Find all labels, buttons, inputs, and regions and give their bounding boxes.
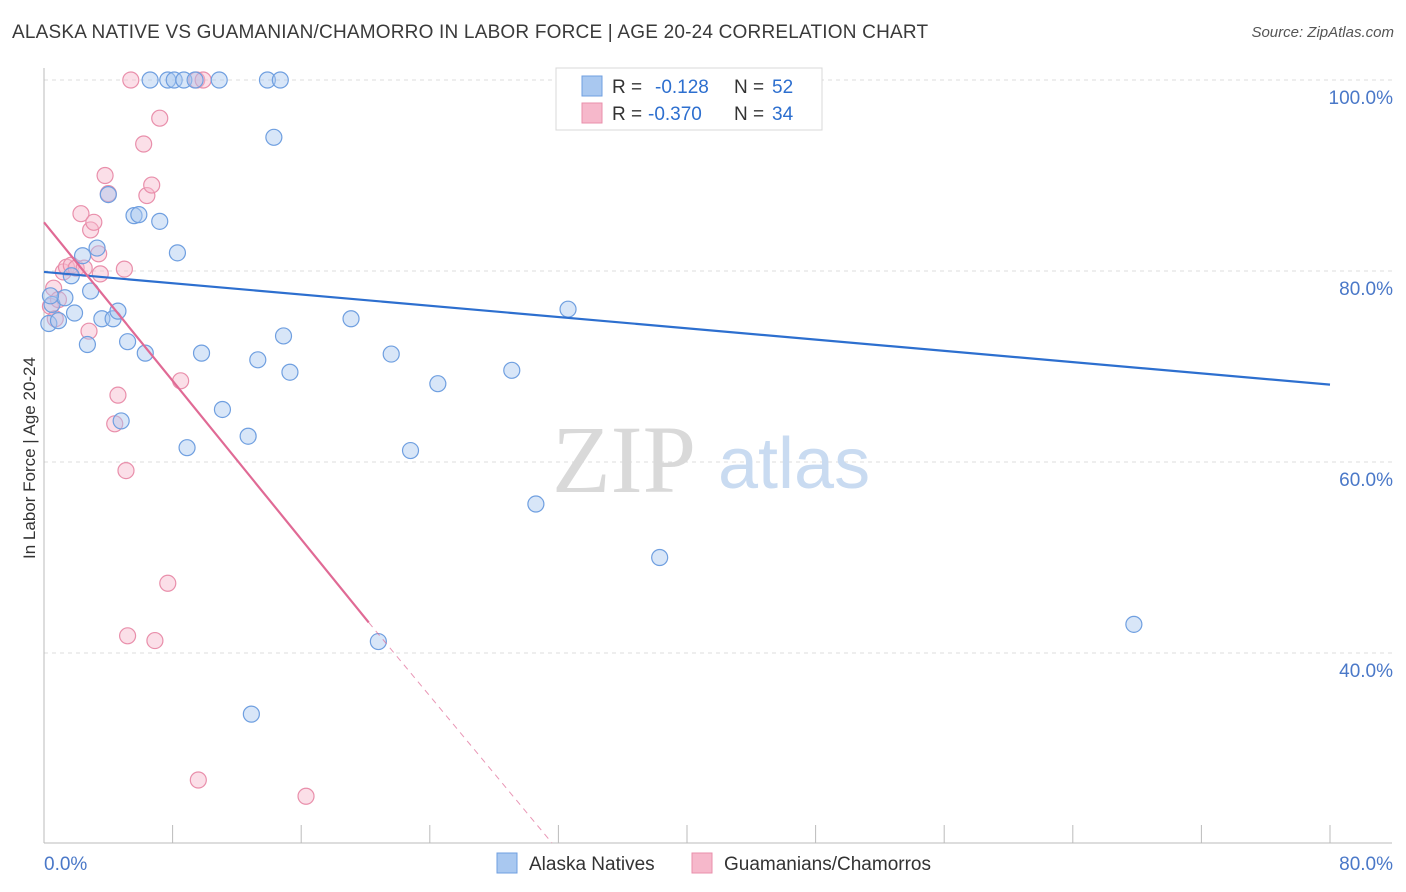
- series-alaska-points: [40, 71, 1143, 723]
- alaska-point: [192, 344, 211, 362]
- y-tick-label: 100.0%: [1329, 88, 1394, 109]
- chart-title: ALASKA NATIVE VS GUAMANIAN/CHAMORRO IN L…: [12, 22, 929, 43]
- legend-n-value-2: 34: [772, 104, 794, 125]
- guam-trend-extension: [368, 622, 553, 844]
- guam-point: [146, 631, 164, 650]
- series-legend-swatch-alaska: [496, 852, 518, 874]
- x-tick-label-min: 0.0%: [44, 854, 87, 875]
- guam-point: [297, 787, 315, 805]
- alaska-point: [49, 312, 68, 330]
- legend-n-label-2: N =: [734, 104, 764, 125]
- alaska-point: [242, 705, 260, 723]
- trend-lines: [43, 221, 1331, 844]
- guam-point: [85, 213, 103, 231]
- alaska-point: [281, 363, 299, 381]
- alaska-trend-line: [43, 270, 1331, 386]
- legend-swatch-blue: [581, 75, 603, 97]
- guam-point: [72, 205, 90, 223]
- source-credit: Source: ZipAtlas.com: [1251, 24, 1394, 41]
- alaska-point: [88, 239, 106, 257]
- alaska-point: [401, 441, 420, 460]
- guam-point: [96, 166, 114, 185]
- series-legend-swatch-guam: [691, 852, 713, 874]
- alaska-point: [151, 212, 169, 230]
- alaska-point: [40, 314, 58, 333]
- x-tick-label-max: 80.0%: [1339, 854, 1393, 875]
- alaska-point: [141, 71, 159, 89]
- alaska-point: [210, 71, 228, 89]
- legend-r-value-2: -0.370: [648, 104, 702, 125]
- alaska-point: [429, 375, 447, 393]
- alaska-point: [99, 186, 117, 204]
- watermark-zip: ZIP: [552, 406, 696, 513]
- legend-r-label-2: R =: [612, 104, 642, 125]
- y-tick-label: 60.0%: [1339, 470, 1393, 491]
- legend-n-label-1: N =: [734, 77, 764, 98]
- correlation-legend: R = -0.128 N = 52 R = -0.370 N = 34: [555, 67, 823, 131]
- alaska-point: [168, 244, 187, 262]
- alaska-point: [274, 327, 293, 345]
- alaska-point: [1125, 615, 1143, 633]
- alaska-point: [258, 71, 277, 89]
- alaska-point: [118, 333, 137, 351]
- guam-point: [109, 386, 127, 404]
- y-tick-label: 40.0%: [1339, 661, 1393, 682]
- legend-n-value-1: 52: [772, 77, 793, 98]
- alaska-point: [178, 439, 196, 457]
- alaska-point: [73, 247, 92, 265]
- guam-trend-line: [43, 221, 370, 624]
- guam-point: [143, 176, 161, 194]
- alaska-point: [559, 300, 577, 318]
- y-axis-label: In Labor Force | Age 20-24: [20, 357, 39, 559]
- alaska-point: [130, 206, 148, 224]
- series-legend-alaska: Alaska Natives: [529, 854, 655, 875]
- guam-point: [118, 627, 137, 645]
- alaska-point: [56, 289, 74, 307]
- guam-point: [117, 461, 135, 480]
- series-legend: Alaska Natives Guamanians/Chamorros: [496, 852, 931, 875]
- alaska-point: [342, 310, 360, 328]
- axes: [43, 68, 1392, 844]
- guam-point: [122, 71, 140, 89]
- alaska-point: [651, 548, 669, 567]
- alaska-point: [112, 412, 130, 430]
- alaska-point: [78, 335, 97, 354]
- series-legend-guam: Guamanians/Chamorros: [724, 854, 931, 875]
- alaska-point: [382, 345, 400, 363]
- alaska-point: [136, 344, 154, 362]
- y-tick-label: 80.0%: [1339, 279, 1393, 300]
- guam-point: [80, 322, 98, 340]
- alaska-point: [41, 287, 60, 305]
- alaska-point: [65, 304, 84, 322]
- alaska-point: [503, 361, 521, 379]
- y-tick-labels: 40.0% 60.0% 80.0% 100.0%: [1329, 88, 1394, 682]
- alaska-point: [249, 351, 267, 369]
- guam-point: [135, 135, 153, 153]
- guam-point: [172, 372, 190, 390]
- x-tick-labels: 0.0% 80.0%: [44, 854, 1393, 875]
- gridlines: [44, 79, 1392, 654]
- legend-r-value-1: -0.128: [655, 77, 709, 98]
- alaska-point: [271, 71, 289, 89]
- alaska-point: [213, 400, 232, 419]
- alaska-point: [165, 71, 183, 89]
- alaska-point: [265, 128, 283, 146]
- alaska-point: [186, 71, 204, 89]
- guam-point: [115, 260, 133, 278]
- guam-point: [138, 186, 156, 205]
- watermark: ZIP atlas: [552, 406, 870, 513]
- guam-point: [151, 109, 169, 127]
- alaska-point: [239, 427, 257, 445]
- guam-point: [91, 265, 109, 283]
- watermark-atlas: atlas: [718, 424, 870, 504]
- guam-point: [189, 771, 207, 789]
- guam-point: [159, 574, 177, 592]
- legend-swatch-pink: [581, 102, 603, 124]
- series-guamanians-points: [41, 71, 315, 805]
- alaska-point: [527, 495, 545, 513]
- legend-r-label-1: R =: [612, 77, 642, 98]
